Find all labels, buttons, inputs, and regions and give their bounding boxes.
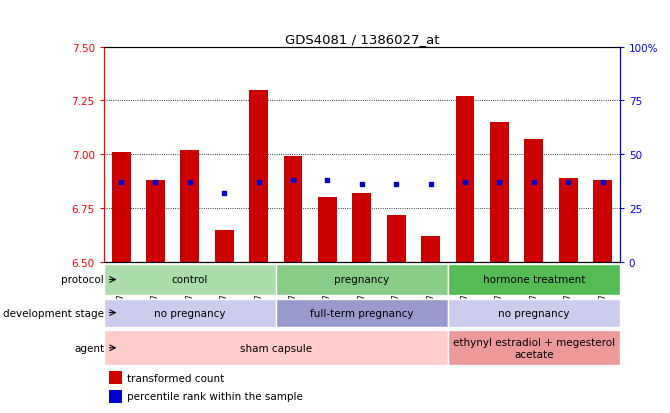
Bar bbox=[276, 299, 448, 327]
Bar bbox=[109, 390, 122, 403]
Bar bbox=[559, 178, 578, 262]
Bar bbox=[104, 330, 448, 366]
Bar bbox=[448, 299, 620, 327]
Bar bbox=[104, 299, 276, 327]
Bar bbox=[448, 264, 620, 296]
Text: hormone treatment: hormone treatment bbox=[482, 275, 585, 285]
Text: development stage: development stage bbox=[3, 308, 105, 318]
Bar bbox=[456, 97, 474, 262]
Bar bbox=[112, 153, 131, 262]
Bar bbox=[104, 264, 276, 296]
Text: agent: agent bbox=[74, 343, 105, 353]
Text: no pregnancy: no pregnancy bbox=[154, 308, 226, 318]
Bar bbox=[109, 371, 122, 384]
Bar bbox=[180, 151, 199, 262]
Bar bbox=[387, 215, 405, 262]
Text: full-term pregnancy: full-term pregnancy bbox=[310, 308, 413, 318]
Title: GDS4081 / 1386027_at: GDS4081 / 1386027_at bbox=[285, 33, 439, 46]
Text: no pregnancy: no pregnancy bbox=[498, 308, 570, 318]
Bar bbox=[593, 180, 612, 262]
Bar bbox=[146, 180, 165, 262]
Text: ethynyl estradiol + megesterol
acetate: ethynyl estradiol + megesterol acetate bbox=[453, 337, 615, 359]
Bar bbox=[490, 123, 509, 262]
Bar bbox=[283, 157, 302, 262]
Text: sham capsule: sham capsule bbox=[240, 343, 312, 353]
Text: control: control bbox=[172, 275, 208, 285]
Bar bbox=[448, 330, 620, 366]
Bar bbox=[352, 194, 371, 262]
Text: transformed count: transformed count bbox=[127, 373, 224, 382]
Bar bbox=[525, 140, 543, 262]
Bar bbox=[215, 230, 234, 262]
Bar bbox=[249, 90, 268, 262]
Text: protocol: protocol bbox=[62, 275, 105, 285]
Text: pregnancy: pregnancy bbox=[334, 275, 389, 285]
Bar bbox=[421, 237, 440, 262]
Bar bbox=[276, 264, 448, 296]
Text: percentile rank within the sample: percentile rank within the sample bbox=[127, 391, 303, 401]
Bar bbox=[318, 198, 337, 262]
